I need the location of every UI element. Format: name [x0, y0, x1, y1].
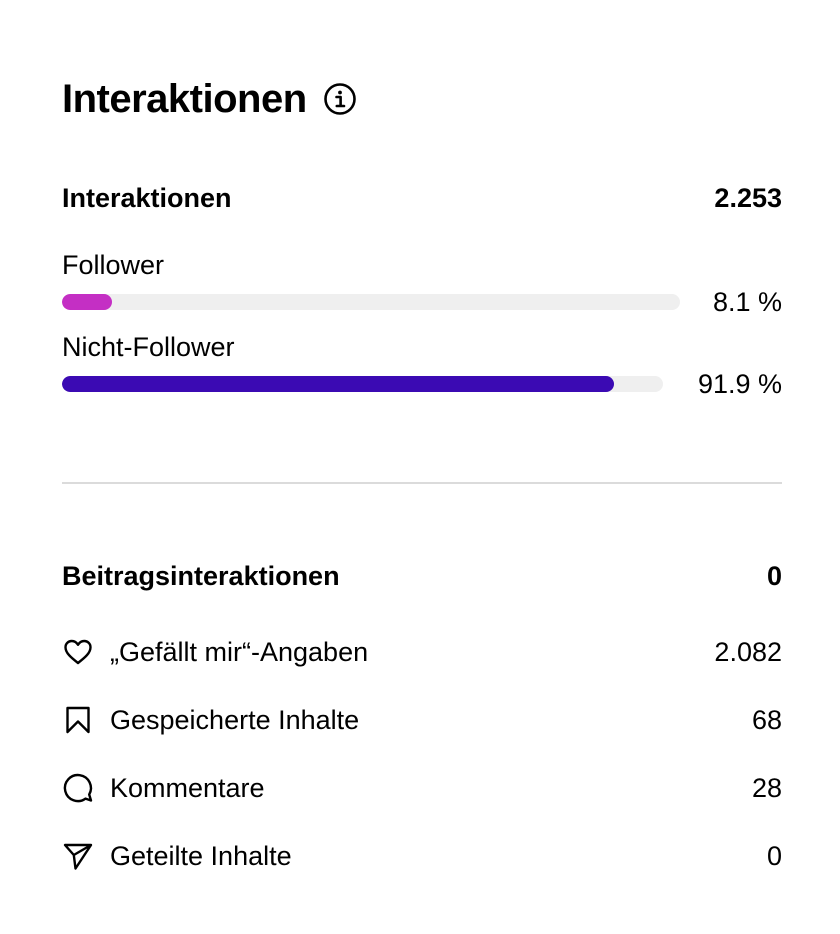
likes-label: „Gefällt mir“-Angaben [110, 636, 369, 667]
heart-icon [62, 636, 94, 668]
bookmark-icon [62, 704, 94, 736]
follower-label: Follower [62, 250, 165, 280]
non-follower-label: Nicht-Follower [62, 332, 235, 362]
non-follower-percent: 91.9 % [697, 369, 782, 399]
page-title: Interaktionen [62, 74, 357, 124]
follower-bar-fill [62, 294, 113, 310]
comments-value: 28 [751, 772, 782, 803]
post-interactions-summary-row: Beitragsinteraktionen 0 [62, 556, 782, 596]
shares-label: Geteilte Inhalte [110, 840, 292, 871]
share-icon [62, 840, 94, 872]
interactions-summary-row: Interaktionen 2.253 [62, 178, 782, 218]
saves-value: 68 [751, 704, 782, 735]
follower-bar [62, 294, 680, 310]
comment-icon [62, 772, 94, 804]
metric-row-shares: Geteilte Inhalte 0 [62, 836, 782, 876]
post-interactions-total: 0 [766, 560, 782, 591]
metric-row-saves: Gespeicherte Inhalte 68 [62, 700, 782, 740]
post-interactions-label: Beitragsinteraktionen [62, 560, 340, 591]
interactions-label: Interaktionen [62, 182, 232, 213]
saves-label: Gespeicherte Inhalte [110, 704, 360, 735]
section-divider [62, 482, 782, 484]
non-follower-bar-fill [62, 376, 615, 392]
non-follower-bar [62, 376, 663, 392]
interactions-total: 2.253 [714, 182, 782, 213]
metric-row-comments: Kommentare 28 [62, 768, 782, 808]
metric-row-likes: „Gefällt mir“-Angaben 2.082 [62, 632, 782, 672]
info-circle-icon[interactable] [323, 82, 357, 116]
page-title-text: Interaktionen [62, 76, 307, 121]
likes-value: 2.082 [714, 636, 782, 667]
follower-percent: 8.1 % [712, 287, 782, 317]
shares-value: 0 [766, 840, 782, 871]
comments-label: Kommentare [110, 772, 265, 803]
